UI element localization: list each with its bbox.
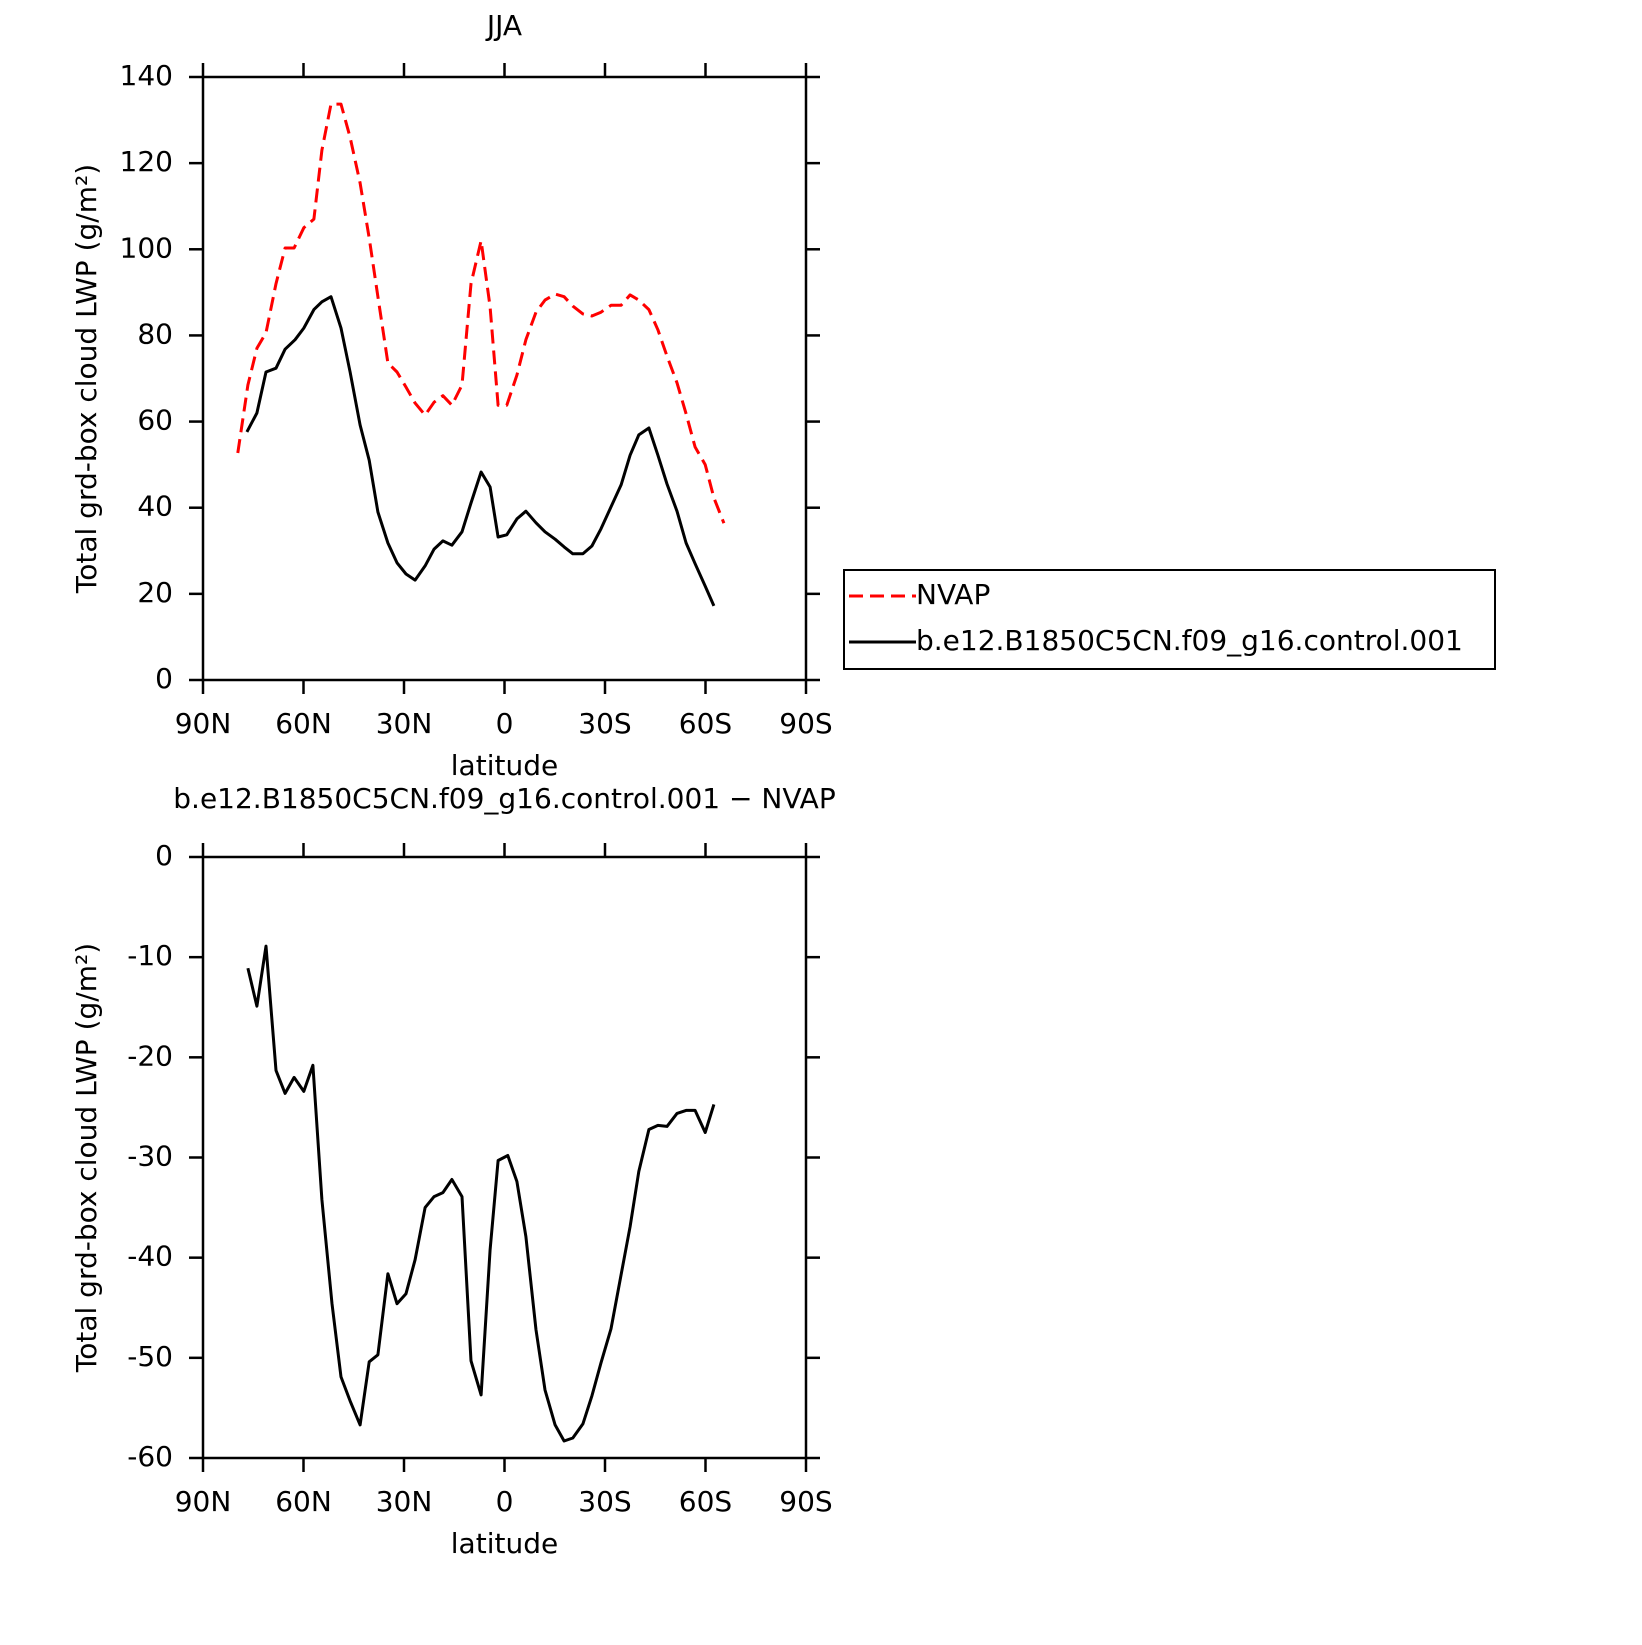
- y-tick-label: -10: [127, 939, 173, 972]
- data-line: [236, 102, 726, 524]
- plot-frame: [201, 75, 808, 682]
- x-axis-label: latitude: [451, 1527, 558, 1560]
- x-tick-label: 30N: [376, 1485, 433, 1518]
- data-line: [246, 944, 716, 1443]
- y-tick-label: -50: [127, 1340, 173, 1373]
- data-line: [245, 295, 716, 607]
- chart-title: b.e12.B1850C5CN.f09_g16.control.001 − NV…: [173, 782, 835, 815]
- legend-label: b.e12.B1850C5CN.f09_g16.control.001: [916, 624, 1463, 657]
- x-tick-label: 60N: [275, 1485, 332, 1518]
- y-tick-label: 0: [155, 662, 173, 695]
- y-tick-label: 0: [155, 839, 173, 872]
- y-tick-label: 120: [120, 145, 173, 178]
- y-tick-label: 80: [137, 317, 173, 350]
- x-tick-label: 0: [496, 707, 514, 740]
- y-tick-label: 20: [137, 576, 173, 609]
- legend-box: [843, 569, 1496, 670]
- chart-title: JJA: [485, 9, 522, 42]
- y-tick-label: -30: [127, 1140, 173, 1173]
- x-tick-label: 0: [496, 1485, 514, 1518]
- y-tick-label: 100: [120, 231, 173, 264]
- y-axis-label: Total grd-box cloud LWP (g/m²): [70, 943, 103, 1373]
- x-tick-label: 30S: [578, 707, 631, 740]
- y-tick-label: -40: [127, 1240, 173, 1273]
- plot-frame: [201, 855, 808, 1460]
- y-tick-label: -20: [127, 1039, 173, 1072]
- legend-label: NVAP: [916, 578, 990, 611]
- y-axis-label: Total grd-box cloud LWP (g/m²): [70, 164, 103, 594]
- x-tick-label: 60S: [679, 1485, 732, 1518]
- x-tick-label: 90N: [175, 1485, 232, 1518]
- y-tick-label: 140: [120, 59, 173, 92]
- x-tick-label: 30S: [578, 1485, 631, 1518]
- x-tick-label: 90S: [779, 1485, 832, 1518]
- x-tick-label: 90N: [175, 707, 232, 740]
- y-tick-label: 40: [137, 490, 173, 523]
- x-tick-label: 30N: [376, 707, 433, 740]
- x-tick-label: 90S: [779, 707, 832, 740]
- y-tick-label: -60: [127, 1440, 173, 1473]
- x-tick-label: 60S: [679, 707, 732, 740]
- x-axis-label: latitude: [451, 749, 558, 782]
- x-tick-label: 60N: [275, 707, 332, 740]
- y-tick-label: 60: [137, 404, 173, 437]
